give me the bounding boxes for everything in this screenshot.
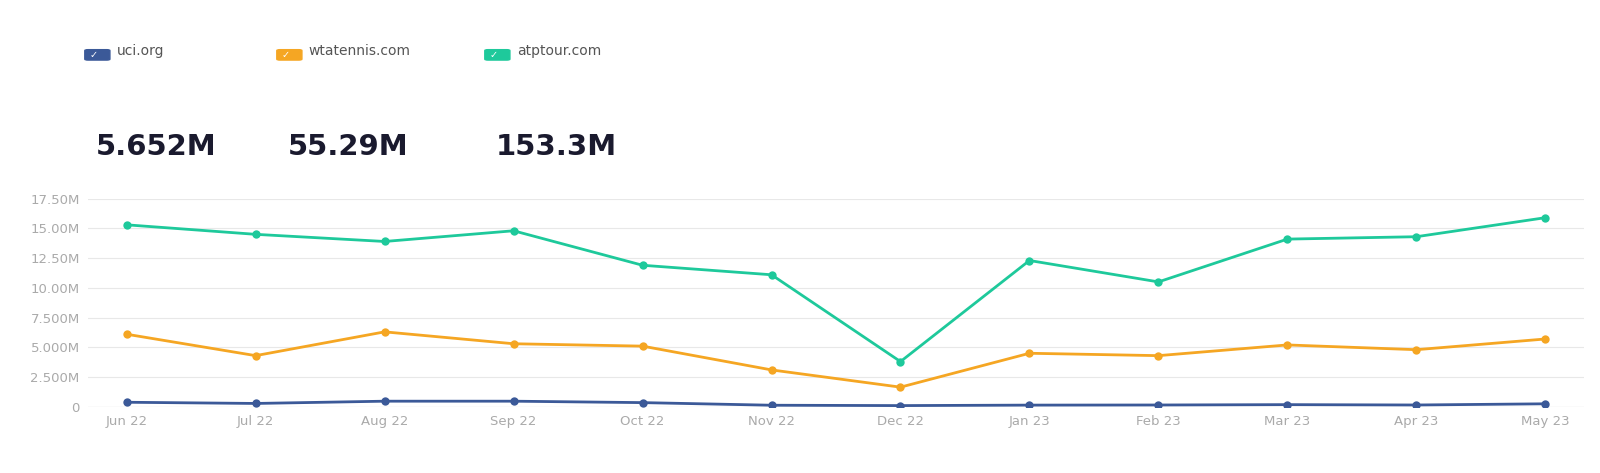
Text: 5.652M: 5.652M <box>96 132 216 161</box>
Text: wtatennis.com: wtatennis.com <box>309 44 411 58</box>
Text: 55.29M: 55.29M <box>288 132 408 161</box>
Text: ✓: ✓ <box>490 50 498 60</box>
Text: ✓: ✓ <box>282 50 290 60</box>
Text: ✓: ✓ <box>90 50 98 60</box>
Text: uci.org: uci.org <box>117 44 165 58</box>
Text: 153.3M: 153.3M <box>496 132 618 161</box>
Text: atptour.com: atptour.com <box>517 44 602 58</box>
